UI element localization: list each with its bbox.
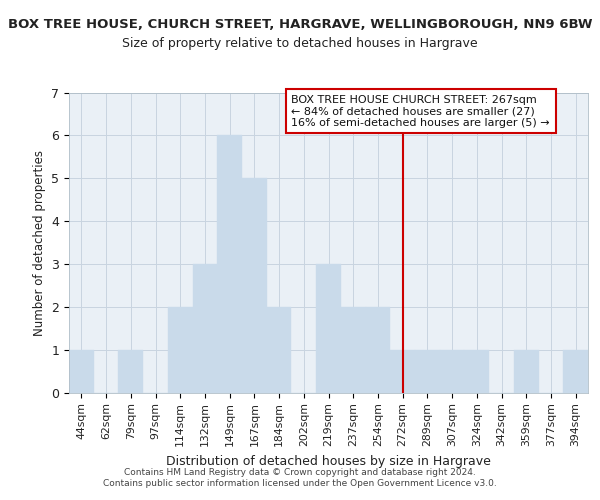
Bar bbox=[514, 350, 539, 393]
X-axis label: Distribution of detached houses by size in Hargrave: Distribution of detached houses by size … bbox=[166, 454, 491, 468]
Bar bbox=[118, 350, 143, 393]
Bar bbox=[341, 307, 365, 392]
Text: BOX TREE HOUSE, CHURCH STREET, HARGRAVE, WELLINGBOROUGH, NN9 6BW: BOX TREE HOUSE, CHURCH STREET, HARGRAVE,… bbox=[8, 18, 592, 30]
Bar bbox=[193, 264, 217, 392]
Bar bbox=[563, 350, 588, 393]
Text: Contains HM Land Registry data © Crown copyright and database right 2024.
Contai: Contains HM Land Registry data © Crown c… bbox=[103, 468, 497, 487]
Bar bbox=[415, 350, 440, 393]
Bar bbox=[69, 350, 94, 393]
Text: Size of property relative to detached houses in Hargrave: Size of property relative to detached ho… bbox=[122, 38, 478, 51]
Bar bbox=[390, 350, 415, 393]
Bar bbox=[242, 178, 267, 392]
Bar bbox=[365, 307, 390, 392]
Bar bbox=[440, 350, 464, 393]
Text: BOX TREE HOUSE CHURCH STREET: 267sqm
← 84% of detached houses are smaller (27)
1: BOX TREE HOUSE CHURCH STREET: 267sqm ← 8… bbox=[292, 94, 550, 128]
Bar bbox=[464, 350, 489, 393]
Bar bbox=[168, 307, 193, 392]
Y-axis label: Number of detached properties: Number of detached properties bbox=[33, 150, 46, 336]
Bar bbox=[316, 264, 341, 392]
Bar bbox=[267, 307, 292, 392]
Bar bbox=[217, 136, 242, 392]
